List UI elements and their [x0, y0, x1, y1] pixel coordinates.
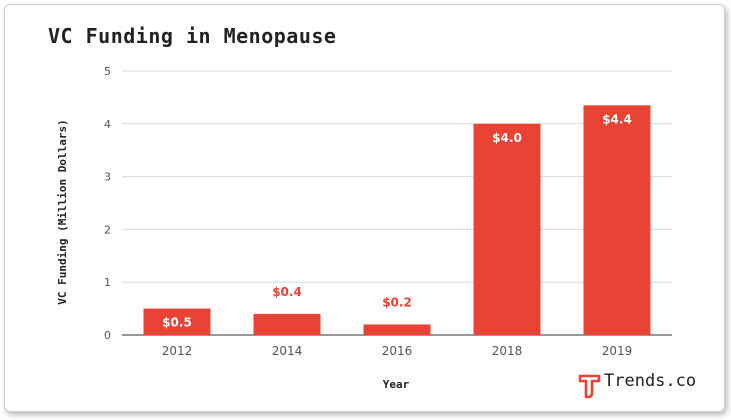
- brand-name: Trends.co: [604, 371, 697, 391]
- data-label-2012: $0.5: [162, 316, 192, 330]
- x-tick-label: 2016: [382, 344, 413, 358]
- x-tick-label: 2014: [272, 344, 303, 358]
- data-label-2019: $4.4: [602, 112, 632, 126]
- trends-logo-icon: [578, 374, 601, 399]
- chart-title: VC Funding in Menopause: [48, 24, 337, 48]
- data-label-2016: $0.2: [382, 295, 412, 309]
- y-tick-label: 4: [104, 118, 111, 131]
- data-label-2018: $4.0: [492, 131, 522, 145]
- bar-2016: [363, 324, 431, 335]
- y-tick-label: 2: [104, 223, 111, 236]
- x-tick-label: 2019: [602, 344, 633, 358]
- data-label-2014: $0.4: [272, 285, 302, 299]
- bars: [143, 105, 651, 335]
- x-tick-label: 2018: [492, 344, 523, 358]
- y-tick-label: 3: [104, 171, 111, 184]
- bar-2012: [143, 308, 211, 335]
- x-tick-labels: 2012 2014 2016 2018 2019: [162, 344, 633, 358]
- bar-2018: [473, 123, 541, 335]
- gridlines: [122, 70, 672, 336]
- y-tick-label: 0: [104, 329, 111, 342]
- y-tick-labels: 0 1 2 3 4 5: [104, 65, 111, 342]
- y-tick-label: 5: [104, 65, 111, 78]
- bar-2014: [253, 313, 321, 335]
- bar-2019: [583, 105, 651, 335]
- bar-data-labels: $0.5 $0.4 $0.2 $4.0 $4.4: [162, 112, 632, 329]
- y-axis-label: VC Funding (Million Dollars): [56, 119, 69, 304]
- y-tick-label: 1: [104, 276, 111, 289]
- x-axis-label: Year: [383, 378, 410, 391]
- x-tick-label: 2012: [162, 344, 193, 358]
